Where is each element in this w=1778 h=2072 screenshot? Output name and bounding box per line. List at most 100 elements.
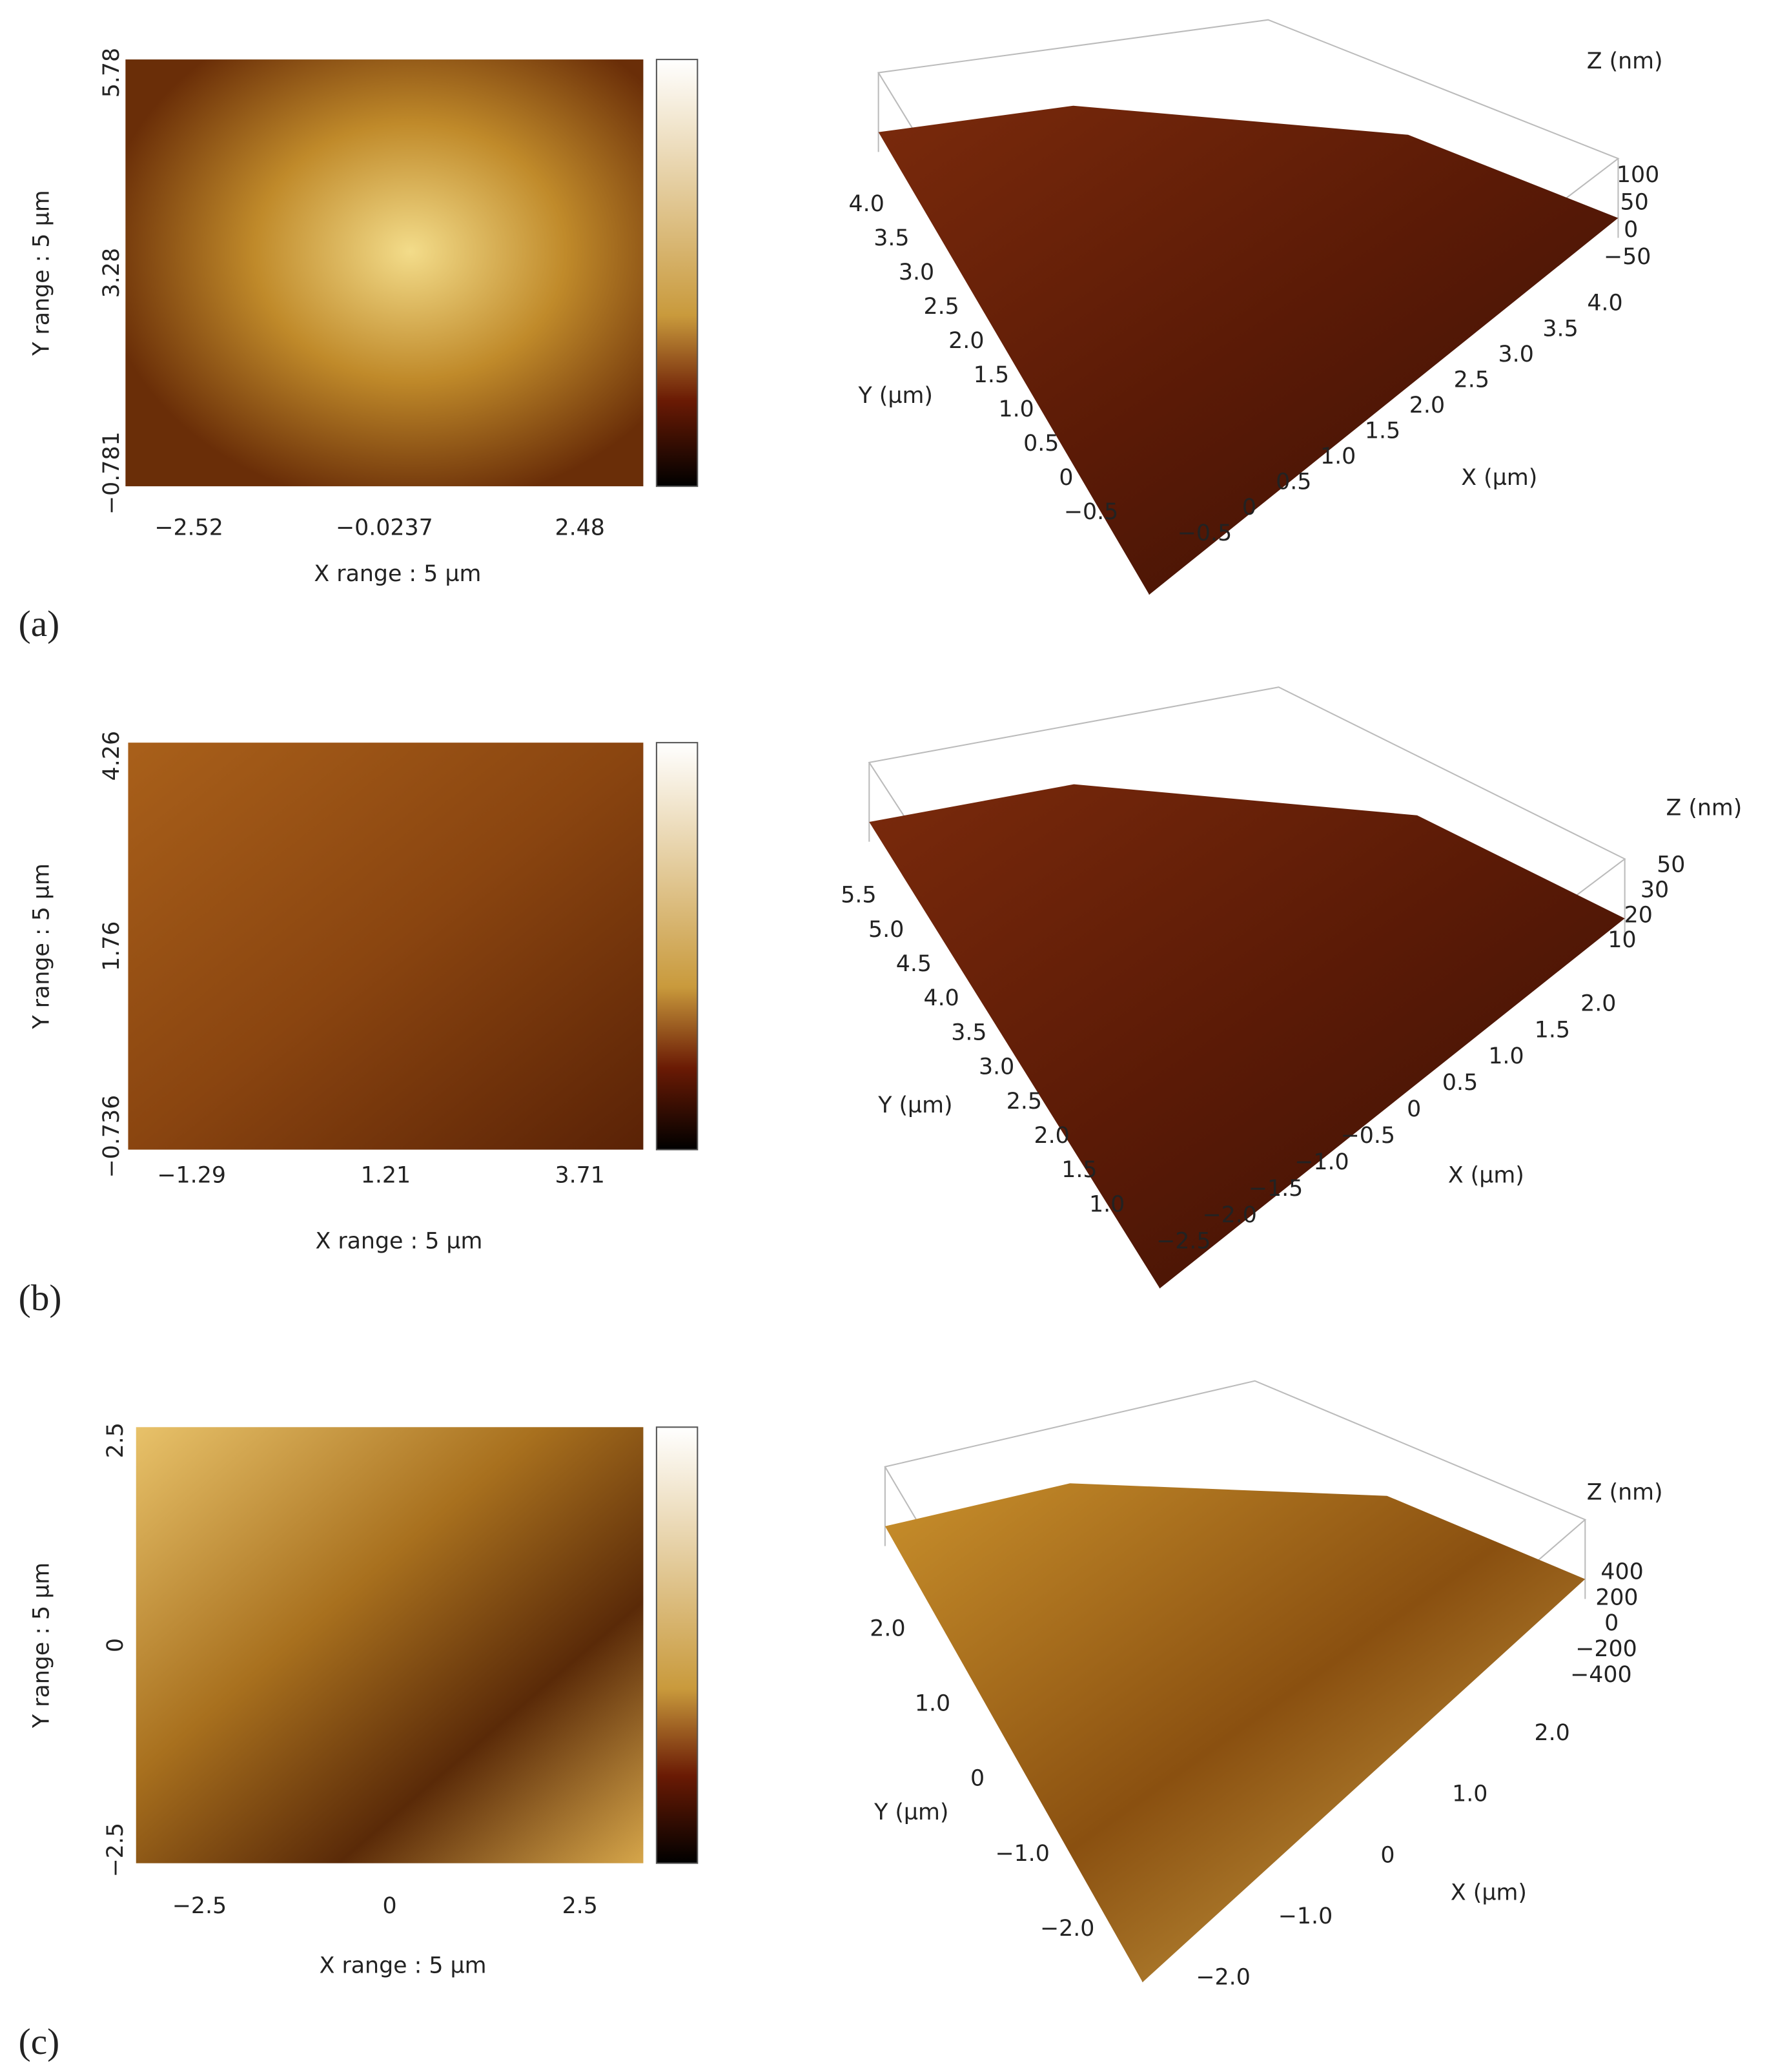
x-tick-label: 3.0 bbox=[1498, 342, 1534, 367]
x-tick-label: 0.5 bbox=[1442, 1070, 1478, 1096]
y-tick-label: −0.781 bbox=[99, 431, 125, 515]
y-tick-label: 0.5 bbox=[1023, 431, 1059, 456]
y-axis-label: Y (µm) bbox=[858, 383, 933, 409]
z-axis-label: Z (nm) bbox=[1587, 1480, 1663, 1506]
x-tick-label: −1.0 bbox=[1294, 1149, 1349, 1175]
y-tick-label: 3.0 bbox=[979, 1054, 1014, 1080]
z-tick-label: −200 bbox=[1575, 1636, 1637, 1662]
y-tick-label: 4.26 bbox=[99, 731, 125, 781]
y-tick-label: 2.0 bbox=[948, 328, 984, 354]
y-tick-label: 1.5 bbox=[974, 362, 1009, 388]
z-tick-label: −50 bbox=[1604, 244, 1651, 270]
x-axis-label: X range : 5 µm bbox=[314, 561, 481, 587]
x-tick-label: −0.5 bbox=[1178, 520, 1232, 546]
y-tick-label: 3.5 bbox=[951, 1020, 986, 1045]
z-tick-label: 10 bbox=[1608, 927, 1636, 953]
y-tick-label: 1.0 bbox=[1089, 1191, 1125, 1217]
y-tick-label: 3.0 bbox=[899, 260, 934, 285]
x-tick-label: 1.5 bbox=[1365, 418, 1400, 444]
y-tick-label: 3.28 bbox=[99, 248, 125, 298]
y-tick-label: 2.0 bbox=[870, 1616, 905, 1641]
x-tick-label: 1.0 bbox=[1452, 1781, 1487, 1807]
y-tick-label: 1.0 bbox=[915, 1691, 950, 1717]
z-tick-label: 400 bbox=[1600, 1559, 1643, 1585]
z-axis-label: Z (nm) bbox=[1666, 795, 1742, 821]
x-axis-label: X range : 5 µm bbox=[315, 1229, 482, 1255]
z-axis-label: Z (nm) bbox=[1587, 48, 1663, 74]
x-tick-label: −1.5 bbox=[1249, 1176, 1303, 1202]
x-tick-label: −1.29 bbox=[157, 1162, 226, 1188]
x-tick-label: 4.0 bbox=[1587, 291, 1622, 316]
y-tick-label: 2.5 bbox=[103, 1422, 128, 1458]
z-tick-label: 30 bbox=[1640, 877, 1669, 903]
z-tick-label: 20 bbox=[1624, 902, 1653, 928]
y-tick-label: 5.5 bbox=[841, 883, 876, 908]
y-tick-label: 1.5 bbox=[1061, 1157, 1097, 1183]
x-tick-label: 2.48 bbox=[555, 515, 605, 541]
y-axis-label: Y (µm) bbox=[874, 1800, 948, 1825]
y-tick-label: −0.5 bbox=[1064, 499, 1118, 525]
x-tick-label: 1.5 bbox=[1535, 1017, 1570, 1043]
x-tick-label: −1.0 bbox=[1278, 1903, 1333, 1929]
y-tick-label: −1.0 bbox=[995, 1841, 1049, 1867]
y-tick-label: 2.5 bbox=[924, 294, 959, 320]
x-tick-label: 0.5 bbox=[1276, 469, 1311, 495]
y-tick-label: −2.5 bbox=[103, 1823, 128, 1877]
x-tick-label: −2.5 bbox=[1156, 1229, 1211, 1255]
x-tick-label: −2.0 bbox=[1202, 1202, 1256, 1228]
y-tick-label: 1.0 bbox=[998, 396, 1034, 422]
z-tick-label: 100 bbox=[1617, 162, 1659, 188]
z-tick-label: 200 bbox=[1595, 1585, 1638, 1610]
y-tick-label: −2.0 bbox=[1040, 1916, 1094, 1942]
y-tick-label: 0 bbox=[103, 1638, 128, 1652]
x-tick-label: 3.71 bbox=[555, 1162, 605, 1188]
x-tick-label: −0.5 bbox=[1341, 1123, 1395, 1149]
z-tick-label: 0 bbox=[1604, 1610, 1619, 1636]
x-axis-label: X (µm) bbox=[1461, 465, 1537, 491]
x-tick-label: 0 bbox=[1380, 1842, 1395, 1868]
x-tick-label: 2.0 bbox=[1409, 393, 1445, 418]
surface bbox=[869, 784, 1625, 1289]
afm-image bbox=[125, 59, 644, 487]
y-tick-label: 0 bbox=[970, 1766, 985, 1792]
x-tick-label: 0 bbox=[1242, 495, 1256, 520]
x-tick-label: 1.21 bbox=[361, 1162, 411, 1188]
afm-image bbox=[136, 1427, 644, 1863]
x-tick-label: 2.5 bbox=[562, 1893, 598, 1919]
y-tick-label: 4.0 bbox=[849, 191, 884, 217]
color-bar bbox=[655, 1426, 699, 1864]
y-tick-label: 4.0 bbox=[924, 985, 959, 1011]
panel-label: (b) bbox=[19, 1278, 62, 1318]
x-tick-label: −0.0237 bbox=[336, 515, 433, 541]
z-tick-label: 50 bbox=[1657, 852, 1685, 877]
x-tick-label: 2.0 bbox=[1580, 990, 1616, 1016]
x-tick-label: 2.0 bbox=[1534, 1720, 1569, 1746]
x-tick-label: 3.5 bbox=[1542, 316, 1578, 342]
y-tick-label: 3.5 bbox=[874, 225, 909, 251]
y-tick-label: 2.5 bbox=[1007, 1089, 1042, 1114]
y-tick-label: 4.5 bbox=[896, 951, 932, 977]
x-axis-label: X range : 5 µm bbox=[320, 1953, 487, 1978]
y-axis-label: Y range : 5 µm bbox=[28, 863, 54, 1029]
y-tick-label: 5.78 bbox=[99, 48, 125, 97]
x-tick-label: −2.0 bbox=[1196, 1965, 1250, 1991]
z-tick-label: 50 bbox=[1620, 189, 1649, 215]
panel-label: (a) bbox=[19, 604, 60, 644]
x-tick-label: 0 bbox=[383, 1893, 397, 1919]
y-tick-label: 0 bbox=[1059, 465, 1073, 491]
color-bar bbox=[655, 742, 699, 1151]
x-tick-label: 2.5 bbox=[1454, 367, 1489, 393]
y-tick-label: 1.76 bbox=[99, 921, 125, 971]
panel-label: (c) bbox=[19, 2022, 60, 2062]
x-tick-label: 0 bbox=[1407, 1096, 1421, 1122]
y-axis-label: Y range : 5 µm bbox=[28, 190, 54, 356]
color-bar bbox=[655, 59, 699, 487]
x-tick-label: 1.0 bbox=[1320, 444, 1356, 469]
y-axis-label: Y range : 5 µm bbox=[28, 1563, 54, 1728]
z-tick-label: 0 bbox=[1624, 217, 1638, 243]
y-tick-label: 2.0 bbox=[1034, 1123, 1069, 1149]
surface bbox=[884, 1483, 1586, 1982]
y-axis-label: Y (µm) bbox=[877, 1092, 952, 1118]
